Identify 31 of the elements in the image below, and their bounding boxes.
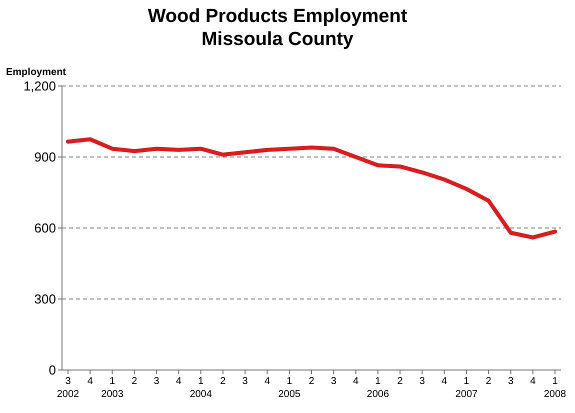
x-tick-label: 1 2008 xyxy=(544,376,567,400)
x-tick-label: 4 xyxy=(352,376,359,387)
x-tick-label: 2 xyxy=(220,376,226,387)
x-tick-label: 2 xyxy=(486,376,492,387)
x-tick-label: 4 xyxy=(87,376,94,387)
x-tick-label: 4 xyxy=(530,376,536,387)
x-tick-label: 4 xyxy=(176,376,182,387)
x-tick-label: 3 xyxy=(154,376,160,387)
x-tick-label: 4 xyxy=(264,376,270,387)
y-tick-label: 900 xyxy=(34,150,56,165)
y-tick-label: 300 xyxy=(34,292,56,307)
x-tick-label: 1 2004 xyxy=(190,376,212,400)
x-tick-label: 2 xyxy=(132,376,138,387)
line-series xyxy=(66,137,557,240)
x-tick-label: 4 xyxy=(442,376,448,387)
x-tick-label: 2 xyxy=(397,376,404,387)
x-tick-label: 3 xyxy=(508,376,514,387)
x-tick-label: 3 xyxy=(419,376,426,387)
y-tick-label: 1,200 xyxy=(23,78,56,94)
x-tick-label: 1 2007 xyxy=(455,376,478,400)
x-tick-label: 1 2003 xyxy=(101,376,124,400)
y-axis-title: Employment xyxy=(6,67,67,78)
x-tick-label: 3 xyxy=(330,376,337,387)
y-tick-label: 600 xyxy=(34,220,56,236)
x-tick-label: 1 2005 xyxy=(278,376,301,400)
x-tick-label: 3 xyxy=(242,376,248,387)
y-tick-label: 0 xyxy=(48,362,56,378)
x-tick-label: 1 2006 xyxy=(366,376,390,400)
x-tick-label: 3 2002 xyxy=(56,376,80,400)
x-tick-label: 2 xyxy=(308,376,315,387)
chart-title: Wood Products Employment Missoula County xyxy=(148,6,408,50)
